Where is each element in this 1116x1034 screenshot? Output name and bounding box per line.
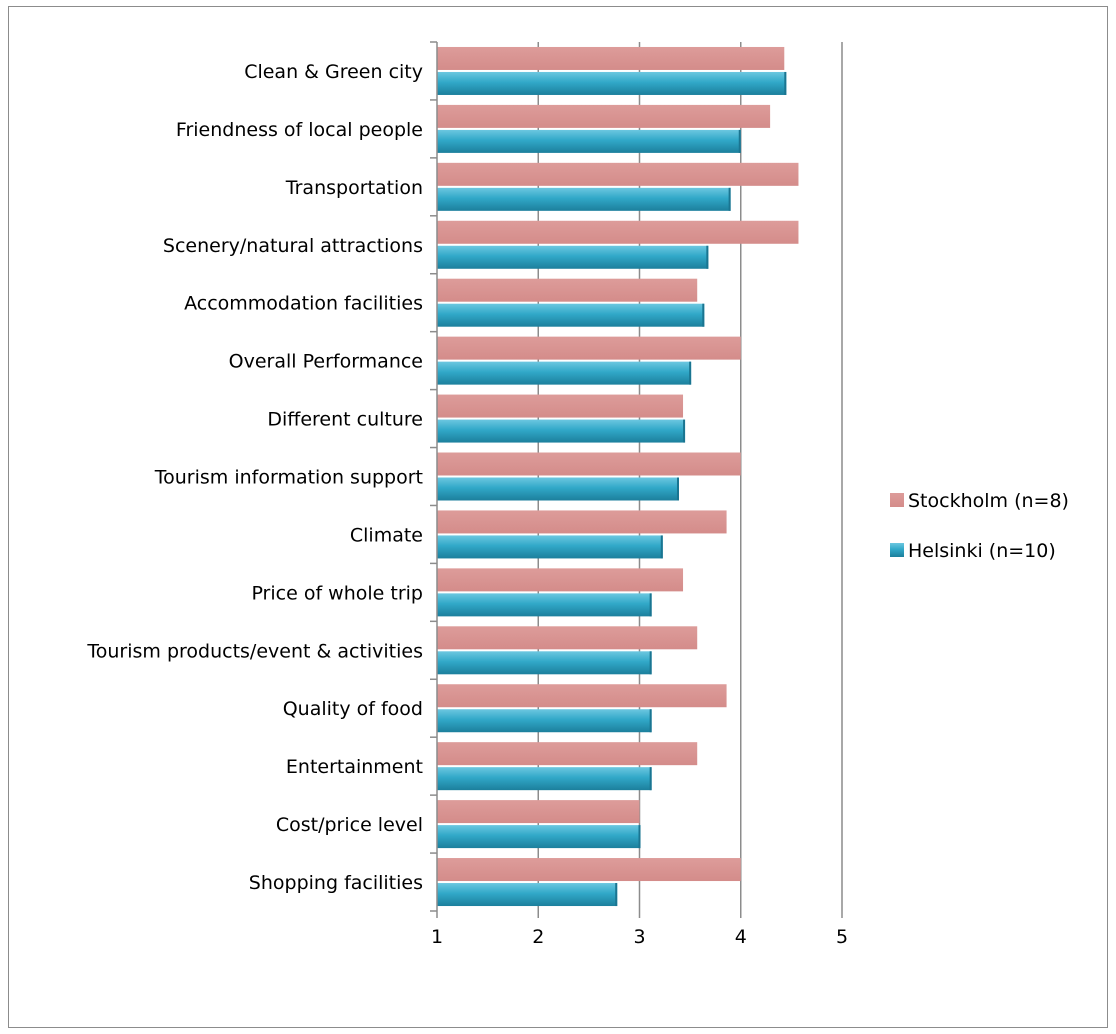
bar-helsinki-12 bbox=[437, 709, 652, 733]
category-label: Accommodation facilities bbox=[184, 293, 423, 315]
category-label: Tourism information support bbox=[154, 467, 423, 489]
bar-edge-helsinki-8 bbox=[676, 477, 679, 501]
bar-helsinki-4 bbox=[437, 245, 709, 269]
x-tick-label: 5 bbox=[836, 926, 848, 948]
legend-stockholm-swatch bbox=[890, 493, 904, 507]
bar-stockholm-9 bbox=[437, 510, 727, 534]
bar-edge-helsinki-9 bbox=[660, 535, 663, 559]
bar-edge-helsinki-1 bbox=[784, 71, 787, 95]
bar-helsinki-15 bbox=[437, 883, 618, 907]
bar-edge-helsinki-10 bbox=[649, 593, 652, 617]
category-label: Cost/price level bbox=[276, 814, 423, 836]
bar-edge-helsinki-11 bbox=[649, 651, 652, 675]
category-label: Friendness of local people bbox=[176, 119, 423, 141]
bar-edge-helsinki-14 bbox=[638, 825, 641, 849]
bar-helsinki-2 bbox=[437, 129, 741, 153]
category-label: Clean & Green city bbox=[244, 61, 423, 83]
x-tick-label: 2 bbox=[532, 926, 544, 948]
bar-stockholm-4 bbox=[437, 220, 799, 244]
bar-stockholm-7 bbox=[437, 394, 684, 418]
bar-helsinki-11 bbox=[437, 651, 652, 675]
bar-helsinki-14 bbox=[437, 825, 641, 849]
bar-stockholm-1 bbox=[437, 46, 785, 70]
x-tick-label: 3 bbox=[633, 926, 645, 948]
bar-stockholm-13 bbox=[437, 742, 698, 766]
bar-stockholm-5 bbox=[437, 278, 698, 302]
x-tick-label: 4 bbox=[735, 926, 747, 948]
legend-helsinki-swatch bbox=[890, 543, 904, 557]
bar-helsinki-1 bbox=[437, 71, 787, 95]
category-label: Entertainment bbox=[286, 756, 423, 778]
bar-stockholm-15 bbox=[437, 858, 741, 882]
bar-helsinki-8 bbox=[437, 477, 679, 501]
bar-stockholm-10 bbox=[437, 568, 684, 592]
category-label: Overall Performance bbox=[229, 351, 423, 373]
bar-stockholm-2 bbox=[437, 104, 771, 128]
bar-edge-helsinki-6 bbox=[689, 361, 692, 385]
category-label: Tourism products/event & activities bbox=[86, 640, 423, 662]
bar-edge-helsinki-13 bbox=[649, 767, 652, 791]
bar-edge-helsinki-7 bbox=[683, 419, 686, 443]
bar-stockholm-3 bbox=[437, 162, 799, 186]
bar-edge-helsinki-5 bbox=[702, 303, 705, 327]
category-label: Shopping facilities bbox=[249, 872, 423, 894]
category-label: Quality of food bbox=[283, 698, 423, 720]
bar-edge-helsinki-3 bbox=[728, 187, 731, 211]
bar-helsinki-5 bbox=[437, 303, 705, 327]
bar-helsinki-13 bbox=[437, 767, 652, 791]
bar-stockholm-11 bbox=[437, 626, 698, 650]
bar-helsinki-7 bbox=[437, 419, 686, 443]
x-tick-label: 1 bbox=[431, 926, 443, 948]
legend-helsinki-label: Helsinki (n=10) bbox=[908, 540, 1056, 562]
bar-chart: 1 2 3 4 5 Clean & Green city Friendness of loc… bbox=[86, 41, 1069, 948]
bar-helsinki-9 bbox=[437, 535, 663, 559]
bar-edge-helsinki-4 bbox=[706, 245, 709, 269]
bar-stockholm-12 bbox=[437, 684, 727, 708]
bar-helsinki-10 bbox=[437, 593, 652, 617]
bar-edge-helsinki-2 bbox=[738, 129, 741, 153]
bar-stockholm-8 bbox=[437, 452, 741, 476]
category-label: Different culture bbox=[267, 409, 423, 431]
bar-edge-helsinki-15 bbox=[615, 883, 618, 907]
bar-stockholm-14 bbox=[437, 800, 640, 824]
category-label: Transportation bbox=[285, 177, 423, 199]
bar-helsinki-3 bbox=[437, 187, 731, 211]
bar-helsinki-6 bbox=[437, 361, 692, 385]
category-label: Price of whole trip bbox=[251, 582, 423, 604]
bar-edge-helsinki-12 bbox=[649, 709, 652, 733]
bar-stockholm-6 bbox=[437, 336, 741, 360]
legend-stockholm-label: Stockholm (n=8) bbox=[908, 490, 1069, 512]
chart-frame: 1 2 3 4 5 Clean & Green city Friendness of loc… bbox=[8, 6, 1108, 1028]
category-label: Climate bbox=[350, 524, 423, 546]
category-label: Scenery/natural attractions bbox=[163, 235, 423, 257]
